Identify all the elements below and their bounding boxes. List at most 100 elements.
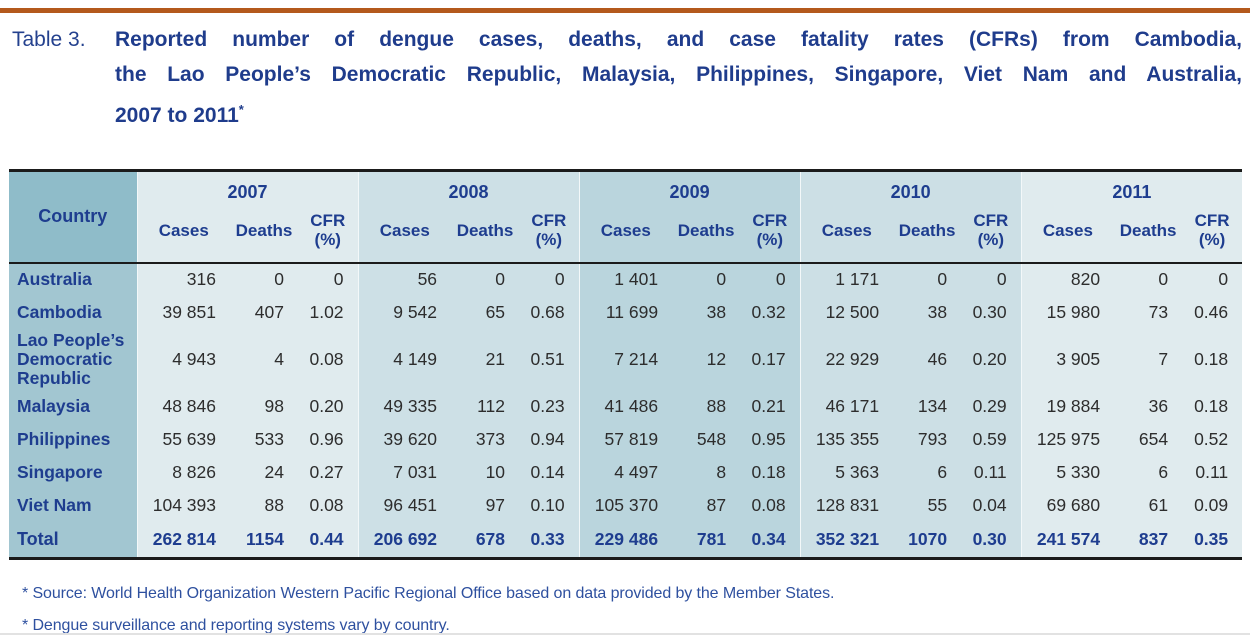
total-row: Total 262 814 1154 0.44 206 692 678 0.33 229 4… [9, 521, 1243, 559]
table-cell: 0.52 [1182, 422, 1243, 456]
table-row: Philippines 55 639 533 0.96 39 620 373 0.94 57 … [9, 422, 1243, 456]
country-cell: Malaysia [9, 389, 138, 423]
total-cell: 0.30 [961, 521, 1022, 559]
table-cell: 820 [1020, 262, 1115, 296]
table-cell: 0 [961, 262, 1022, 296]
table-cell: 105 370 [578, 488, 673, 522]
total-cell: 1070 [893, 521, 962, 559]
table-cell: 69 680 [1020, 488, 1115, 522]
year-group-header: 2007 [136, 170, 359, 207]
sub-header-row: Cases Deaths CFR (%) Cases Deaths CFR (%) Case… [9, 206, 1243, 263]
table-cell: 97 [451, 488, 520, 522]
sub-header-deaths: Deaths [893, 206, 962, 263]
table-cell: 96 451 [357, 488, 452, 522]
table-cell: 0 [519, 262, 580, 296]
title-footnote-marker: * [238, 102, 244, 117]
table-cell: 24 [230, 455, 298, 489]
sub-header-deaths: Deaths [672, 206, 741, 263]
year-group-header: 2008 [357, 170, 580, 207]
table-cell: 407 [230, 295, 298, 329]
table-cell: 39 851 [136, 295, 230, 329]
table-cell: 46 171 [799, 389, 894, 423]
title-line-1: Reported number of dengue cases, deaths,… [115, 28, 1242, 51]
country-cell: Lao People’s Democratic Republic [9, 328, 138, 390]
table-cell: 0.20 [298, 389, 359, 423]
table-cell: 7 214 [578, 328, 673, 390]
table-cell: 41 486 [578, 389, 673, 423]
table-cell: 87 [672, 488, 741, 522]
country-cell: Philippines [9, 422, 138, 456]
year-header-row: Country 2007 2008 2009 2010 2011 [9, 170, 1243, 263]
table-cell: 112 [451, 389, 520, 423]
table-cell: 19 884 [1020, 389, 1115, 423]
table-cell: 0.20 [961, 328, 1022, 390]
table-cell: 0.09 [1182, 488, 1243, 522]
title-line-3: 2007 to 2011* [115, 102, 244, 127]
table-cell: 0.27 [298, 455, 359, 489]
table-cell: 88 [230, 488, 298, 522]
table-cell: 0.32 [740, 295, 801, 329]
table-cell: 8 826 [136, 455, 230, 489]
table-cell: 8 [672, 455, 741, 489]
table-cell: 104 393 [136, 488, 230, 522]
table-cell: 0.08 [298, 328, 359, 390]
table-cell: 55 [893, 488, 962, 522]
table-cell: 0 [672, 262, 741, 296]
table-cell: 11 699 [578, 295, 673, 329]
total-cell: 837 [1114, 521, 1183, 559]
footnote-source: * Source: World Health Organization West… [22, 585, 835, 602]
sub-header-cases: Cases [357, 206, 452, 263]
table-cell: 5 363 [799, 455, 894, 489]
table-cell: 0 [451, 262, 520, 296]
table-cell: 21 [451, 328, 520, 390]
table-title: Reported number of dengue cases, deaths,… [115, 22, 1242, 133]
table-cell: 0.51 [519, 328, 580, 390]
table-cell: 0.18 [740, 455, 801, 489]
total-cell: 352 321 [799, 521, 894, 559]
table-cell: 36 [1114, 389, 1183, 423]
table-cell: 6 [1114, 455, 1183, 489]
sub-header-cfr: CFR (%) [1182, 206, 1243, 263]
table-cell: 533 [230, 422, 298, 456]
table-cell: 654 [1114, 422, 1183, 456]
footnotes: * Source: World Health Organization West… [22, 584, 1250, 635]
table-cell: 128 831 [799, 488, 894, 522]
table-cell: 0.10 [519, 488, 580, 522]
table-cell: 316 [136, 262, 230, 296]
country-cell: Australia [9, 262, 138, 296]
table-cell: 0.59 [961, 422, 1022, 456]
table-cell: 0 [230, 262, 298, 296]
table-cell: 0.29 [961, 389, 1022, 423]
table-cell: 7 [1114, 328, 1183, 390]
footnote-surveillance: * Dengue surveillance and reporting syst… [22, 617, 450, 634]
table-cell: 3 905 [1020, 328, 1115, 390]
country-column-header: Country [9, 170, 138, 263]
table-cell: 38 [893, 295, 962, 329]
table-cell: 0 [893, 262, 962, 296]
table-cell: 39 620 [357, 422, 452, 456]
table-row: Viet Nam 104 393 88 0.08 96 451 97 0.10 105 370… [9, 488, 1243, 522]
table-cell: 12 500 [799, 295, 894, 329]
table-cell: 373 [451, 422, 520, 456]
table-cell: 0.21 [740, 389, 801, 423]
country-cell: Viet Nam [9, 488, 138, 522]
sub-header-cases: Cases [136, 206, 230, 263]
table-cell: 0.95 [740, 422, 801, 456]
total-cell: 0.35 [1182, 521, 1243, 559]
sub-header-cases: Cases [578, 206, 673, 263]
table-cell: 6 [893, 455, 962, 489]
table-cell: 4 [230, 328, 298, 390]
table-cell: 22 929 [799, 328, 894, 390]
table-cell: 0.18 [1182, 389, 1243, 423]
total-cell: 1154 [230, 521, 298, 559]
table-cell: 0.14 [519, 455, 580, 489]
total-cell: 241 574 [1020, 521, 1115, 559]
table-row: Cambodia 39 851 407 1.02 9 542 65 0.68 11 699 38… [9, 295, 1243, 329]
table-cell: 7 031 [357, 455, 452, 489]
table-cell: 57 819 [578, 422, 673, 456]
table-number-label: Table 3. [12, 28, 86, 51]
table-cell: 12 [672, 328, 741, 390]
table-cell: 1 401 [578, 262, 673, 296]
sub-header-deaths: Deaths [1114, 206, 1183, 263]
